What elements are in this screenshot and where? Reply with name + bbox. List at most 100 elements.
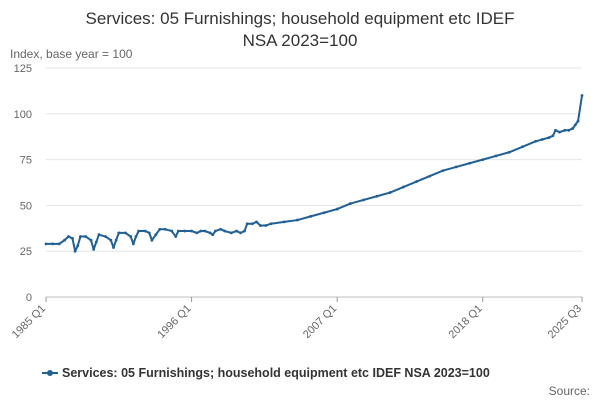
data-point	[195, 231, 199, 235]
data-point	[137, 229, 141, 233]
data-point	[558, 130, 561, 134]
data-point	[255, 220, 258, 224]
data-point	[223, 229, 227, 233]
y-tick-label: 125	[14, 63, 32, 75]
x-tick-labels: 1985 Q1 1996 Q1 2007 Q1 2018 Q1 2025 Q3	[10, 297, 584, 341]
data-point	[239, 231, 242, 235]
data-point	[441, 169, 445, 172]
data-point	[243, 229, 246, 233]
data-point	[131, 242, 135, 246]
data-point	[211, 233, 215, 237]
data-point	[454, 165, 458, 169]
data-point	[251, 222, 254, 226]
data-point	[551, 134, 555, 138]
data-point	[190, 229, 193, 233]
data-point	[170, 229, 174, 233]
data-point	[481, 158, 485, 162]
data-point	[134, 235, 138, 238]
data-point	[143, 229, 147, 233]
data-point	[309, 214, 313, 218]
data-point	[117, 231, 121, 235]
legend: Services: 05 Furnishings; household equi…	[42, 366, 490, 380]
x-tick-label: 1985 Q1	[10, 303, 48, 341]
data-point	[540, 138, 544, 141]
data-point	[348, 202, 352, 205]
data-point	[109, 238, 113, 242]
data-point	[73, 249, 77, 253]
y-tick-label: 25	[20, 246, 32, 258]
data-point	[67, 235, 70, 238]
data-point	[362, 198, 366, 202]
data-point	[176, 229, 180, 233]
data-point	[150, 238, 154, 242]
data-point	[547, 136, 551, 140]
data-point	[112, 246, 115, 249]
data-point	[264, 224, 268, 227]
x-tick-label: 2007 Q1	[301, 303, 339, 341]
x-tick-label: 1996 Q1	[155, 303, 193, 341]
data-point	[296, 218, 299, 222]
data-point	[203, 229, 207, 233]
data-point	[79, 235, 82, 238]
data-point	[571, 127, 575, 130]
data-point	[63, 238, 66, 242]
data-point	[428, 174, 432, 178]
x-tick-label: 2025 Q3	[546, 303, 584, 341]
data-point	[401, 185, 405, 189]
data-point	[554, 128, 557, 132]
data-point	[468, 161, 471, 165]
chart-title-line-1: Services: 05 Furnishings; household equi…	[85, 9, 514, 28]
data-point	[322, 211, 326, 215]
y-axis-label: Index, base year = 100	[10, 47, 133, 61]
data-point	[124, 231, 127, 235]
data-point	[375, 194, 379, 198]
data-point	[208, 231, 212, 235]
data-point	[282, 220, 286, 224]
data-point	[259, 224, 262, 227]
data-point	[147, 231, 151, 235]
source-label: Source:	[549, 384, 590, 398]
data-point	[199, 229, 203, 233]
data-point	[214, 229, 217, 233]
data-point	[567, 128, 571, 132]
y-tick-label: 100	[14, 109, 32, 121]
data-point	[415, 180, 418, 183]
data-point	[84, 235, 88, 238]
data-point	[129, 235, 133, 238]
y-tick-label: 75	[20, 155, 32, 167]
y-tick-label: 50	[20, 200, 32, 212]
data-point	[580, 94, 584, 97]
series-line-0	[46, 95, 583, 253]
y-tick-labels: 0 25 50 75 100 125	[14, 63, 32, 304]
data-point	[335, 207, 339, 211]
data-point	[76, 244, 80, 248]
data-point	[563, 128, 567, 132]
chart-title-line-2: NSA 2023=100	[243, 31, 358, 50]
data-point	[89, 238, 93, 242]
data-point	[71, 236, 74, 240]
data-point	[51, 242, 55, 246]
gridlines	[46, 67, 582, 298]
series-layer	[44, 94, 584, 253]
data-point	[576, 119, 580, 123]
data-point	[158, 227, 162, 231]
data-point	[521, 145, 524, 149]
data-point	[114, 238, 118, 242]
data-point	[507, 150, 511, 154]
data-point	[154, 233, 158, 237]
data-point	[183, 229, 187, 233]
data-point	[269, 222, 273, 226]
data-point	[245, 222, 249, 226]
data-point	[57, 242, 61, 246]
data-point	[92, 247, 96, 251]
data-point	[94, 240, 98, 244]
data-point	[388, 191, 392, 194]
data-point	[174, 235, 178, 238]
legend-marker	[47, 370, 53, 376]
data-point	[44, 242, 48, 246]
y-tick-label: 0	[26, 292, 32, 304]
data-point	[219, 227, 223, 231]
data-point	[97, 233, 101, 237]
data-point	[163, 227, 167, 231]
